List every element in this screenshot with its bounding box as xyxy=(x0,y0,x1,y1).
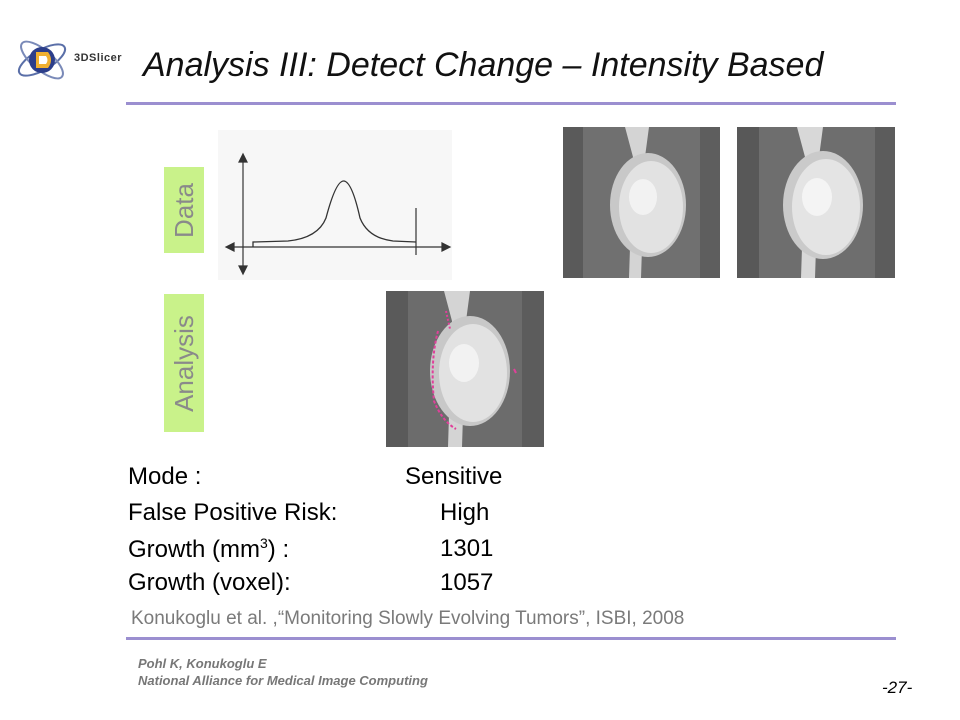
growth-voxel-label: Growth (voxel): xyxy=(128,569,291,596)
title-divider xyxy=(126,102,896,105)
slicer-logo xyxy=(8,30,138,90)
growth-mm-label: Growth (mm3) : xyxy=(128,535,289,564)
analysis-scan-image xyxy=(386,291,544,447)
data-label: Data xyxy=(164,167,204,253)
scan-image-2 xyxy=(737,127,895,278)
plot-y-arrow-up xyxy=(238,152,248,163)
analysis-label-text: Analysis xyxy=(168,314,199,412)
slide-title: Analysis III: Detect Change – Intensity … xyxy=(143,46,824,84)
false-positive-risk-value: High xyxy=(440,499,490,526)
plot-x-arrow-right xyxy=(441,242,452,252)
growth-mm-label-suffix: ) : xyxy=(267,536,290,563)
plot-x-arrow-left xyxy=(224,242,235,252)
mode-value: Sensitive xyxy=(405,463,503,490)
footer-divider xyxy=(126,637,896,640)
growth-mm-label-prefix: Growth (mm xyxy=(128,536,260,563)
scan-image-1 xyxy=(563,127,720,278)
citation: Konukoglu et al. ,“Monitoring Slowly Evo… xyxy=(131,608,685,629)
segmentation-outline xyxy=(431,330,457,430)
mode-label: Mode : xyxy=(128,463,202,490)
analysis-label: Analysis xyxy=(164,294,204,432)
footer-authors: Pohl K, Konukoglu E xyxy=(138,656,267,671)
logo-text: 3DSlicer xyxy=(74,52,123,64)
plot-y-arrow-down xyxy=(238,265,248,276)
plot-curve xyxy=(252,180,417,247)
footer-organization: National Alliance for Medical Image Comp… xyxy=(138,673,428,688)
growth-mm-label-sup: 3 xyxy=(260,535,268,551)
growth-voxel-value: 1057 xyxy=(440,569,494,596)
intensity-distribution-plot xyxy=(218,130,452,280)
growth-mm-value: 1301 xyxy=(440,535,494,562)
page-number: -27- xyxy=(882,678,913,697)
slicer-logo-icon xyxy=(17,40,67,80)
data-label-text: Data xyxy=(168,182,199,238)
false-positive-risk-label: False Positive Risk: xyxy=(128,499,338,526)
